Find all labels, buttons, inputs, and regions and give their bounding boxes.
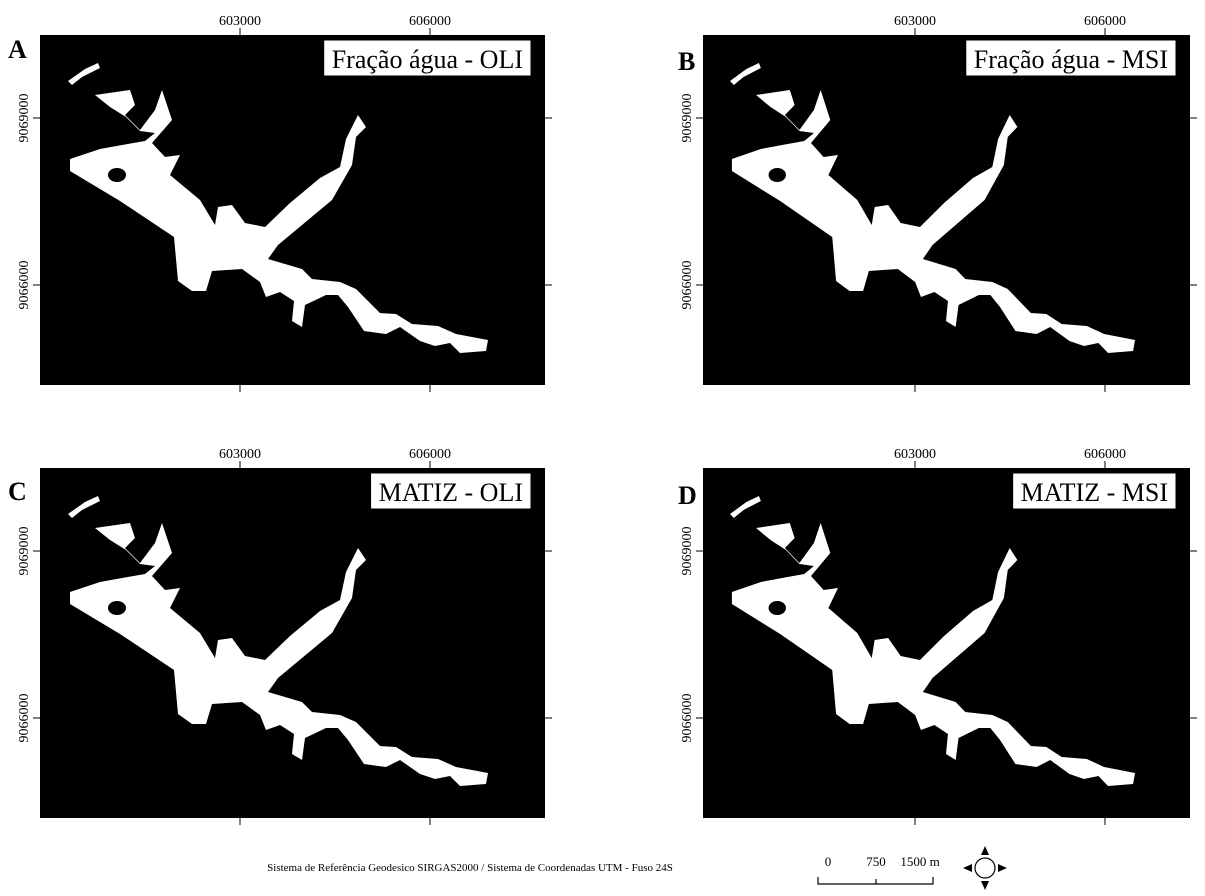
y-tick-label: 9066000 <box>17 261 32 310</box>
x-tick-label: 606000 <box>1084 447 1126 462</box>
map-panel: 603000 606000 9069000 9066000 Fração água - … <box>680 14 1197 392</box>
x-tick-label: 603000 <box>894 447 936 462</box>
north-arrow <box>963 846 1007 890</box>
map-panel: 603000 606000 9069000 9066000 Fração água - … <box>17 14 552 392</box>
panel-letter: D <box>678 481 697 510</box>
x-tick-label: 603000 <box>219 447 261 462</box>
panel-title: MATIZ - MSI <box>1021 478 1168 507</box>
map-panel: 603000 606000 9069000 9066000 MATIZ - OLI <box>17 447 552 825</box>
y-tick-label: 9066000 <box>680 694 695 743</box>
panel-title: Fração água - MSI <box>974 45 1168 74</box>
x-tick-label: 606000 <box>1084 14 1126 29</box>
y-tick-label: 9069000 <box>680 527 695 576</box>
scale-label: 0 <box>825 854 832 869</box>
y-tick-label: 9069000 <box>17 527 32 576</box>
y-tick-label: 9066000 <box>680 261 695 310</box>
scale-bar: 0 750 1500 m <box>818 854 940 884</box>
map-panel: 603000 606000 9069000 9066000 MATIZ - MSI <box>680 447 1197 825</box>
x-tick-label: 606000 <box>409 14 451 29</box>
panel-letter: C <box>8 477 27 506</box>
panel-letter: A <box>8 35 27 64</box>
scale-line <box>818 877 933 884</box>
panel-title: MATIZ - OLI <box>379 478 523 507</box>
page: {"panels": [ {"letter": "A", "title": "F… <box>0 0 1205 891</box>
y-tick-label: 9069000 <box>17 94 32 143</box>
scale-label: 750 <box>866 854 886 869</box>
x-tick-label: 606000 <box>409 447 451 462</box>
y-tick-label: 9066000 <box>17 694 32 743</box>
scale-label: 1500 m <box>900 854 939 869</box>
figure: Sistema de Referência Geodesico SIRGAS20… <box>0 0 1205 891</box>
panel-title: Fração água - OLI <box>332 45 523 74</box>
panel-letter: B <box>678 47 695 76</box>
reference-system: Sistema de Referência Geodesico SIRGAS20… <box>267 862 673 874</box>
x-tick-label: 603000 <box>219 14 261 29</box>
x-tick-label: 603000 <box>894 14 936 29</box>
y-tick-label: 9069000 <box>680 94 695 143</box>
